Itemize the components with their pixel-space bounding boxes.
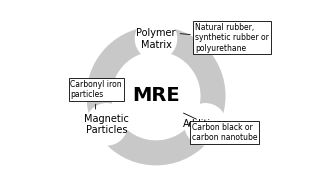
Circle shape [86,104,127,145]
Text: Magnetic
Particles: Magnetic Particles [84,113,129,135]
Text: Polymer
Matrix: Polymer Matrix [136,28,176,50]
Text: MRE: MRE [132,86,180,105]
Text: Natural rubber,
synthetic rubber or
polyurethane: Natural rubber, synthetic rubber or poly… [180,23,269,52]
Circle shape [128,67,184,124]
Text: Carbonyl iron
particles: Carbonyl iron particles [71,80,122,109]
Circle shape [185,104,226,145]
Circle shape [135,18,177,59]
Text: Additives: Additives [183,119,228,129]
Text: Carbon black or
carbon nanotube: Carbon black or carbon nanotube [183,113,257,142]
